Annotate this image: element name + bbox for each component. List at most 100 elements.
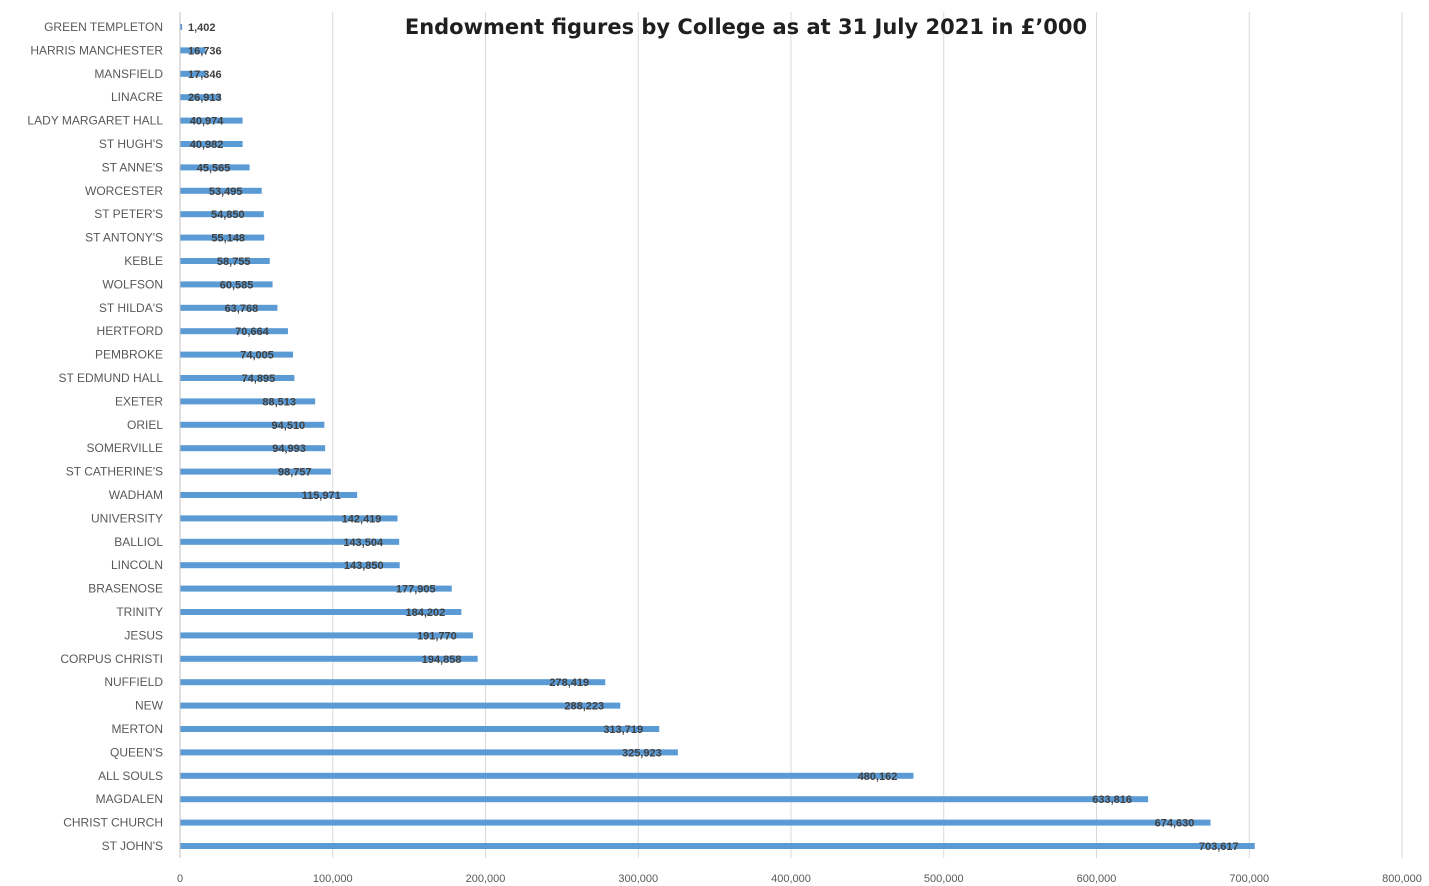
category-label: LINCOLN [111,558,163,572]
category-label: ST PETER'S [94,207,163,221]
bar [180,843,1255,849]
bar [180,515,398,522]
category-label: CHRIST CHURCH [63,816,163,830]
data-label: 45,565 [197,162,231,174]
data-label: 633,816 [1092,794,1132,806]
chart-title: Endowment figures by College as at 31 Ju… [405,15,1087,39]
bar [180,726,660,732]
x-tick-label: 800,000 [1382,873,1422,885]
data-labels: 1,402 16,736 17,346 26,913 40,974 40,982 45,56… [188,22,1239,853]
data-label: 74,005 [240,350,274,362]
category-label: WOLFSON [102,277,163,291]
bar [180,702,621,709]
bars [180,24,1255,849]
bar [180,585,452,592]
category-label: TRINITY [116,605,163,619]
category-label: LINACRE [111,90,163,104]
data-label: 288,223 [564,701,604,713]
bar [180,421,325,428]
category-label: MANSFIELD [94,67,163,81]
bar [180,141,243,147]
data-label: 191,770 [417,630,457,642]
bar [180,632,473,639]
bar [180,24,183,30]
data-label: 53,495 [209,186,243,198]
bar [180,234,265,241]
bar [180,375,295,381]
x-tick-label: 600,000 [1077,873,1117,885]
bar [180,328,288,335]
category-label: MERTON [111,722,163,736]
category-label: PEMBROKE [95,348,163,362]
data-label: 94,510 [272,420,306,432]
x-tick-label: 100,000 [313,873,353,885]
data-label: 480,162 [858,771,898,783]
bar [180,281,273,288]
bar [180,164,250,171]
category-label: UNIVERSITY [91,511,163,525]
category-label: MAGDALEN [96,792,163,806]
data-label: 674,630 [1155,818,1195,830]
bar [180,772,914,779]
category-label: NEW [135,699,164,713]
category-label: JESUS [124,628,163,642]
data-label: 94,993 [272,443,306,455]
data-label: 143,504 [343,537,384,549]
category-label: ST EDMUND HALL [59,371,164,385]
bar [180,70,207,77]
x-tick-label: 300,000 [618,873,658,885]
category-label: HARRIS MANCHESTER [30,43,163,57]
data-label: 177,905 [396,584,436,596]
data-label: 26,913 [188,92,222,104]
category-label: ST HILDA'S [99,301,163,315]
bar [180,304,278,311]
bar [180,398,316,405]
category-label: ST JOHN'S [102,839,163,853]
category-label: ALL SOULS [98,769,163,783]
data-label: 115,971 [302,490,341,502]
x-tick-label: 400,000 [771,873,811,885]
category-labels: GREEN TEMPLETON HARRIS MANCHESTER MANSFIEL… [27,20,163,853]
bar [180,609,462,615]
data-label: 40,974 [190,116,225,128]
bar [180,468,331,475]
data-label: 142,419 [342,513,382,525]
category-label: KEBLE [124,254,163,268]
bar [180,749,678,756]
x-tick-labels: 0 100,000 200,000 300,000 400,000 500,000 600,… [177,873,1422,885]
category-label: CORPUS CHRISTI [60,652,163,666]
data-label: 16,736 [188,45,222,57]
data-label: 325,923 [622,747,662,759]
data-label: 98,757 [278,467,312,479]
data-label: 55,148 [211,233,245,245]
category-label: ORIEL [127,418,163,432]
data-label: 278,419 [549,677,589,689]
bar [180,94,222,101]
bar [180,538,400,545]
data-label: 194,858 [422,654,462,666]
category-label: SOMERVILLE [87,441,163,455]
x-tick-label: 500,000 [924,873,964,885]
x-tick-label: 0 [177,873,183,885]
x-tick-label: 700,000 [1229,873,1269,885]
data-label: 60,585 [220,279,254,291]
bar [180,211,264,218]
bar [180,562,400,569]
bar [180,351,294,358]
category-label: GREEN TEMPLETON [44,20,163,34]
data-label: 17,346 [188,69,222,81]
data-label: 184,202 [405,607,445,619]
category-label: LADY MARGARET HALL [27,114,163,128]
bar [180,187,262,194]
data-label: 70,664 [235,326,270,338]
category-label: EXETER [115,394,163,408]
category-label: BRASENOSE [88,582,163,596]
bar [180,679,606,686]
data-label: 1,402 [188,22,216,34]
category-label: ST ANTONY'S [85,231,163,245]
category-label: ST HUGH'S [99,137,163,151]
bar [180,258,270,264]
data-label: 40,982 [190,139,224,151]
data-label: 74,895 [242,373,276,385]
category-label: ST CATHERINE'S [66,465,163,479]
